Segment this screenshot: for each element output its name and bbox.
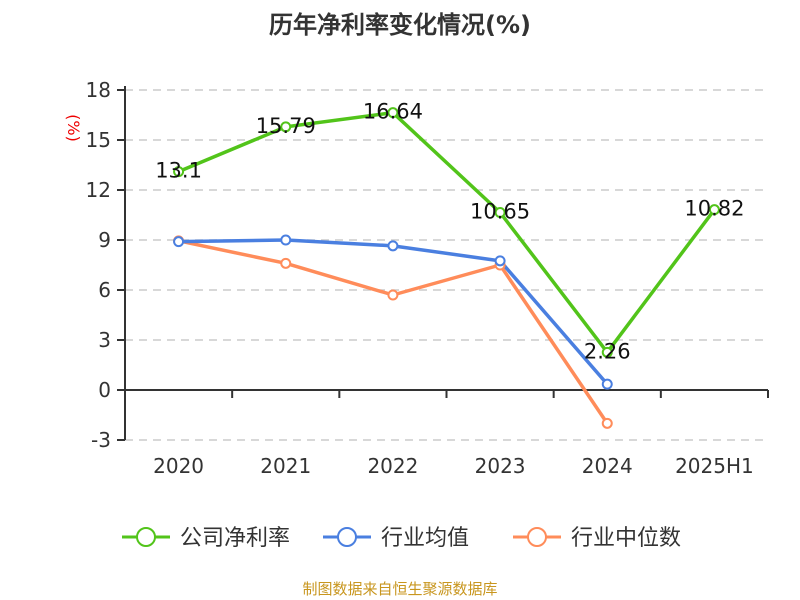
y-tick-label: 6	[98, 278, 111, 302]
data-point[interactable]	[280, 234, 292, 246]
y-axis-label: (%)	[64, 114, 83, 142]
x-tick-label: 2022	[367, 454, 418, 478]
data-label: 13.1	[155, 159, 202, 183]
x-tick-label: 2025H1	[675, 454, 754, 478]
data-point[interactable]	[280, 121, 292, 133]
x-tick-label: 2020	[153, 454, 204, 478]
y-tick-label: 9	[98, 228, 111, 252]
y-tick-label: 12	[86, 178, 111, 202]
data-point[interactable]	[708, 204, 720, 216]
legend-label: 公司净利率	[180, 526, 290, 551]
x-tick-label: 2021	[260, 454, 311, 478]
data-point[interactable]	[387, 240, 399, 252]
data-point[interactable]	[494, 207, 506, 218]
data-point[interactable]	[601, 378, 613, 390]
legend-label: 行业中位数	[571, 526, 681, 551]
series-line-1	[178, 238, 609, 386]
x-tick-label: 2024	[582, 454, 633, 478]
data-point[interactable]	[387, 107, 399, 119]
legend-marker-icon	[136, 527, 156, 547]
data-point[interactable]	[173, 236, 185, 248]
data-point[interactable]	[601, 417, 613, 429]
data-label: 2.26	[584, 339, 631, 363]
data-label: 10.65	[470, 200, 530, 224]
data-label: 16.64	[363, 100, 423, 124]
data-label: 10.82	[684, 197, 744, 221]
y-tick-label: 3	[98, 328, 111, 352]
y-tick-label: 0	[98, 378, 111, 402]
series-line-0	[177, 110, 716, 355]
data-label: 15.79	[256, 114, 316, 138]
y-tick-label: 18	[86, 78, 111, 102]
legend-marker-icon	[527, 527, 547, 547]
legend-label: 行业均值	[381, 526, 469, 551]
legend-item-2[interactable]: 行业中位数	[513, 526, 681, 551]
data-source: 制图数据来自恒生聚源数据库	[302, 580, 497, 598]
legend-item-0[interactable]: 公司净利率	[122, 526, 290, 551]
data-point[interactable]	[280, 257, 292, 269]
x-tick-label: 2023	[475, 454, 526, 478]
legend-marker-icon	[337, 527, 357, 547]
data-point[interactable]	[601, 346, 613, 358]
chart-title: 历年净利率变化情况(%)	[269, 11, 531, 39]
y-tick-label: 15	[86, 128, 111, 152]
data-point[interactable]	[387, 289, 399, 301]
y-tick-label: -3	[91, 428, 111, 452]
data-point[interactable]	[494, 255, 506, 267]
data-point[interactable]	[173, 166, 185, 178]
legend-item-1[interactable]: 行业均值	[323, 526, 469, 551]
